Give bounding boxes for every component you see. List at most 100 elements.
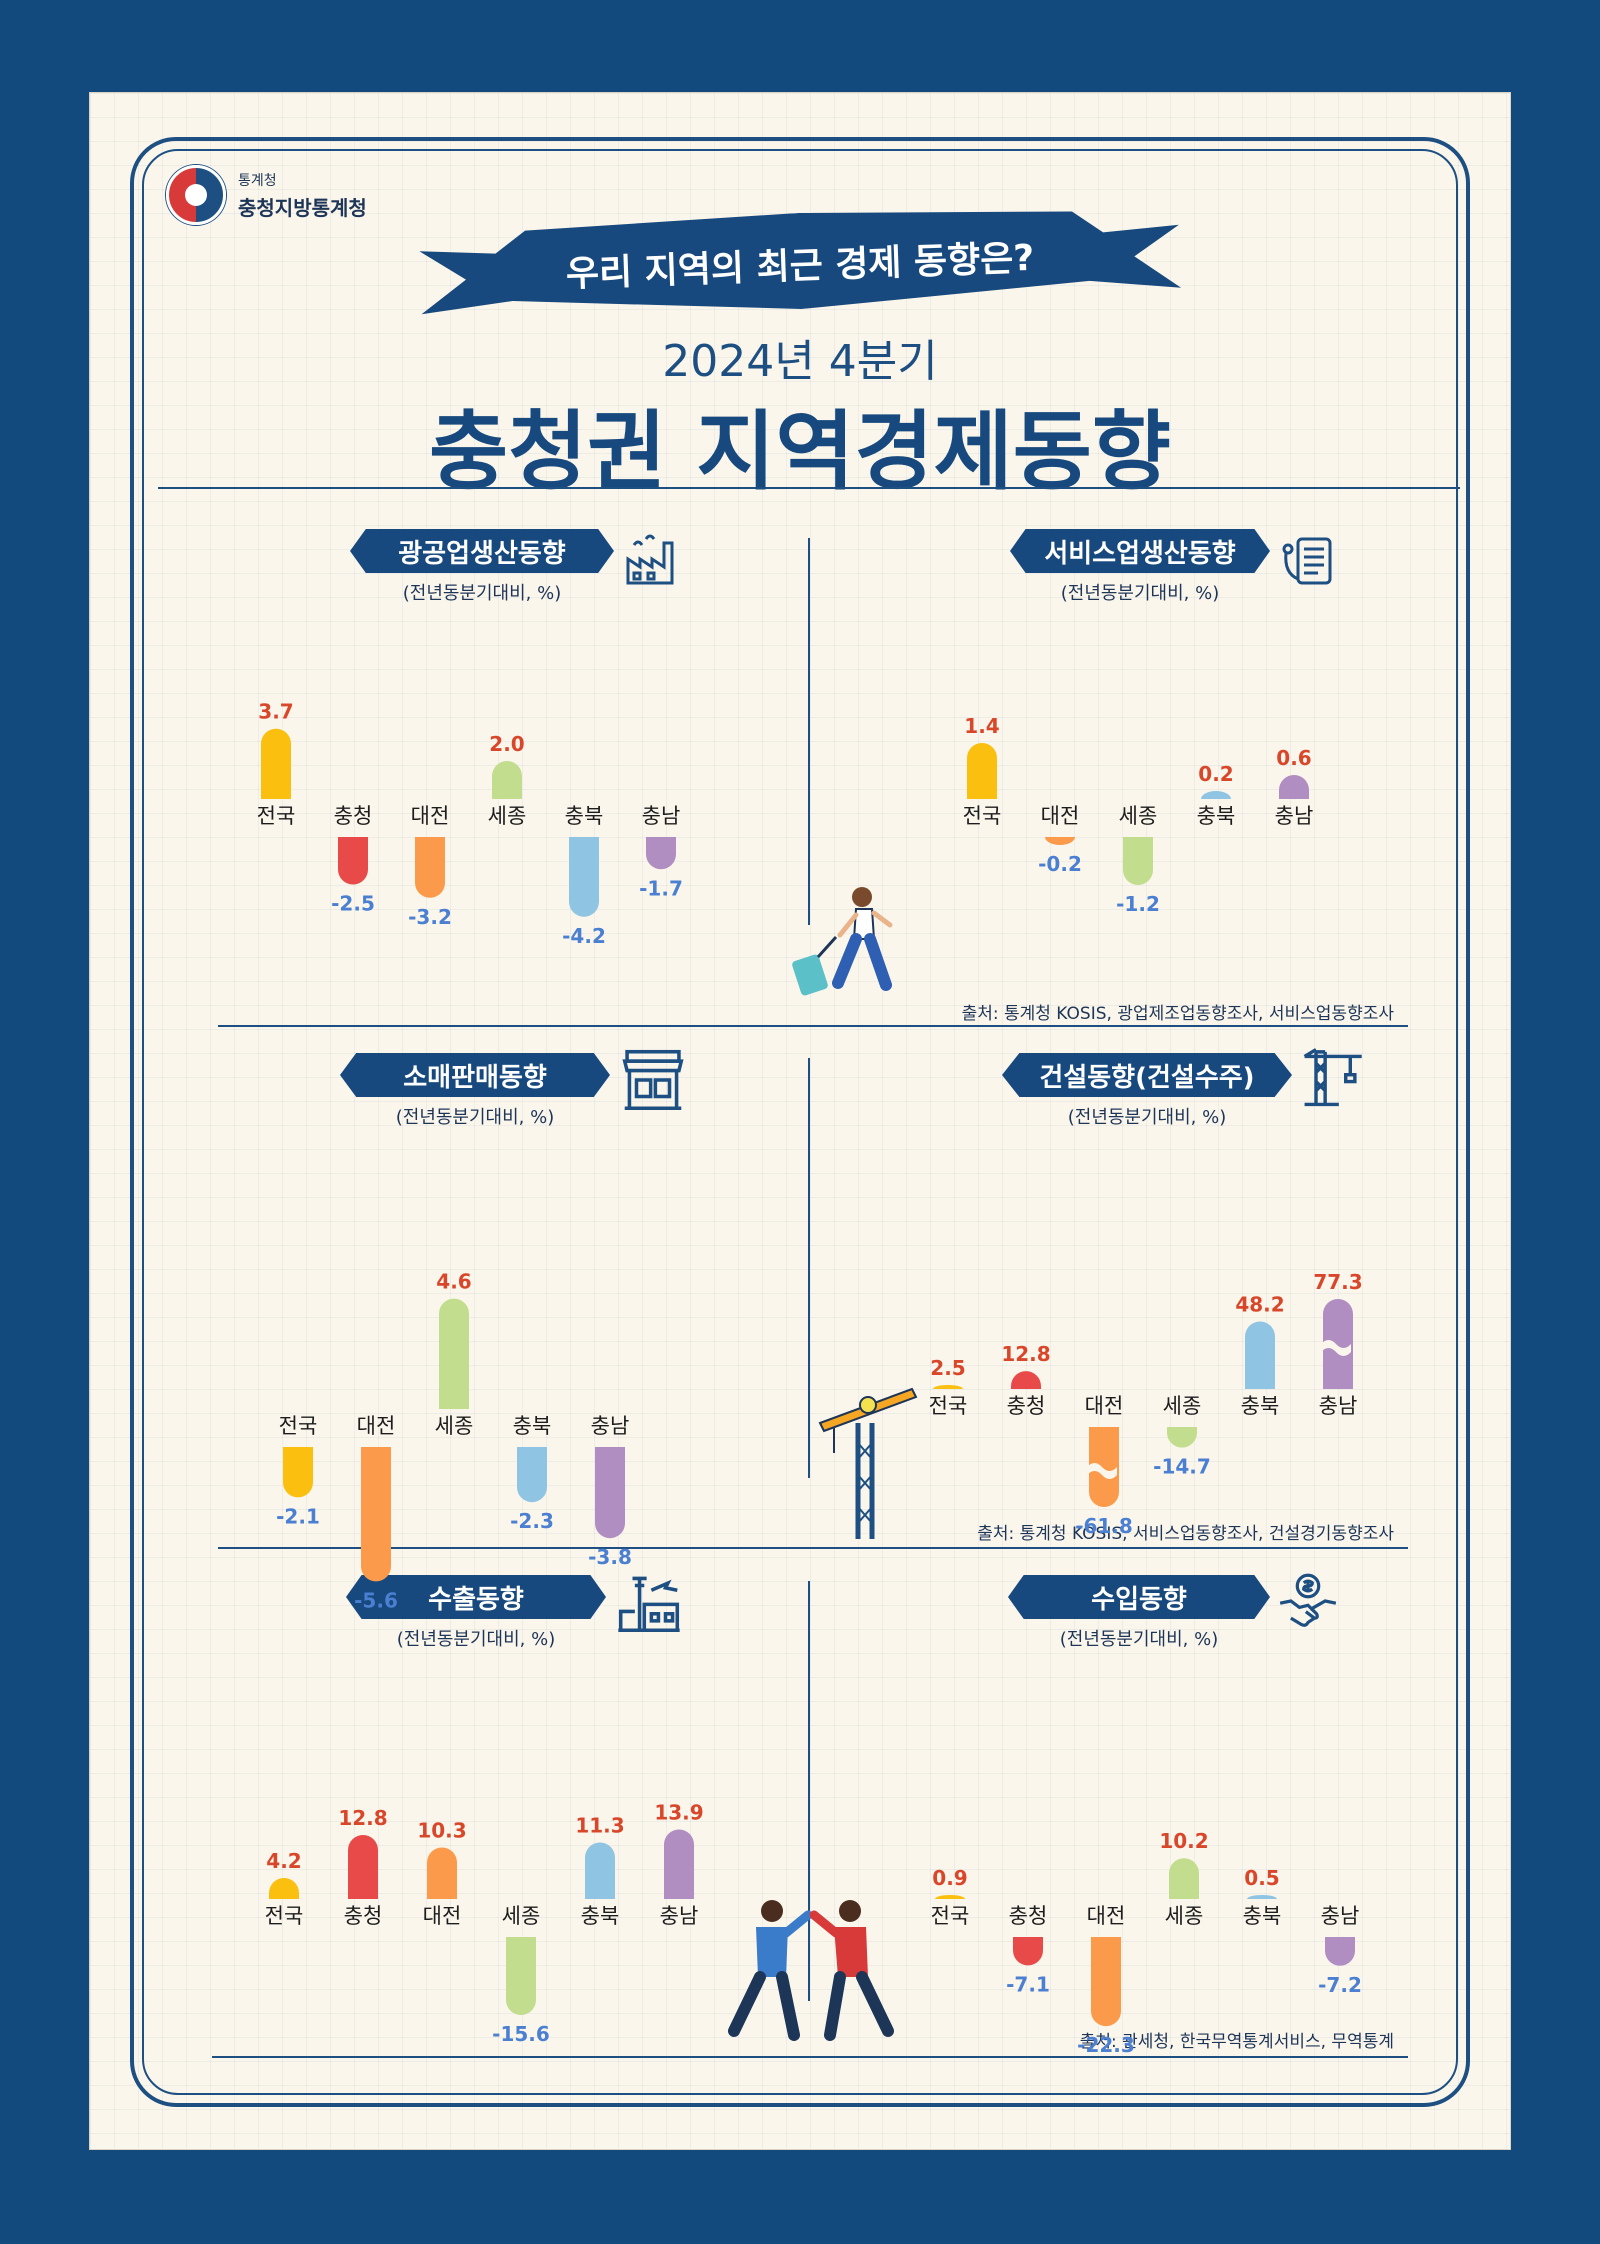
value-label-4-2: 10.3	[417, 1819, 466, 1843]
category-label-1-4: 충남	[1275, 804, 1314, 828]
bar-4-5	[664, 1829, 694, 1899]
category-label-5-5: 충남	[1321, 1904, 1360, 1928]
factory-icon	[626, 534, 674, 585]
value-label-2-0: -2.1	[276, 1504, 320, 1528]
bar-3-0	[933, 1385, 963, 1389]
bar-2-2	[439, 1298, 469, 1409]
value-label-1-0: 1.4	[964, 714, 999, 738]
value-label-5-4: 0.5	[1244, 1866, 1279, 1890]
bar-0-5	[646, 837, 676, 870]
category-label-3-4: 충북	[1241, 1394, 1280, 1418]
category-label-3-5: 충남	[1319, 1394, 1358, 1418]
taegeuk-logo-icon	[166, 165, 226, 225]
section-subtitle-construction: (전년동분기대비, %)	[1067, 1107, 1227, 1128]
bar-3-5	[1323, 1299, 1353, 1389]
bar-4-4	[585, 1842, 615, 1899]
divider-v3	[808, 1581, 810, 2001]
chart-export: 전국 4.2 충청 12.8 대전 10.3 세종 -15.6 충북 11.3 충남 13.9	[265, 1801, 704, 2047]
value-label-2-4: -3.8	[588, 1545, 632, 1569]
bar-3-1	[1011, 1371, 1041, 1389]
section-title-construction: 건설동향(건설수주)	[1002, 1053, 1292, 1097]
bar-4-0	[269, 1878, 299, 1899]
bar-0-2	[415, 837, 445, 898]
value-label-4-0: 4.2	[266, 1849, 301, 1873]
axis-break-3-2	[1087, 1463, 1117, 1479]
category-label-0-1: 충청	[334, 804, 373, 828]
value-label-2-3: -2.3	[510, 1509, 554, 1533]
chart-construction-orders: 전국 2.5 충청 12.8 대전 -61.8 세종 -14.7 충북 48.2 충남 77.3	[929, 1270, 1363, 1538]
category-label-5-1: 충청	[1009, 1904, 1048, 1928]
category-label-0-5: 충남	[642, 804, 681, 828]
bar-1-0	[967, 743, 997, 799]
source-note-3: 출처: 관세청, 한국무역통계서비스, 무역통계	[1079, 2032, 1394, 2052]
value-label-1-2: -1.2	[1116, 892, 1160, 916]
value-label-3-0: 2.5	[930, 1356, 965, 1380]
inner-frame	[142, 149, 1458, 2095]
category-label-4-0: 전국	[265, 1904, 304, 1928]
value-label-0-5: -1.7	[639, 876, 683, 900]
section-title-import: 수입동향	[1008, 1575, 1270, 1619]
value-label-4-3: -15.6	[492, 2022, 550, 2046]
category-label-2-1: 대전	[357, 1414, 396, 1438]
category-label-1-3: 충북	[1197, 804, 1236, 828]
traveler-illustration	[792, 887, 893, 996]
category-label-4-4: 충북	[581, 1904, 620, 1928]
bar-0-4	[569, 837, 599, 917]
bar-3-2	[1089, 1427, 1119, 1507]
bar-1-4	[1279, 775, 1309, 799]
handshake-money-icon	[1279, 1573, 1337, 1627]
section-title-retail: 소매판매동향	[340, 1053, 610, 1097]
value-label-3-5: 77.3	[1313, 1270, 1362, 1294]
category-label-3-0: 전국	[929, 1394, 968, 1418]
category-label-0-0: 전국	[257, 804, 296, 828]
logo: 통계청 충청지방통계청	[166, 165, 367, 225]
category-label-3-1: 충청	[1007, 1394, 1046, 1418]
category-label-5-0: 전국	[931, 1904, 970, 1928]
category-label-2-2: 세종	[435, 1414, 474, 1438]
value-label-2-1: -5.6	[354, 1588, 398, 1612]
value-label-1-3: 0.2	[1198, 762, 1233, 786]
value-label-5-5: -7.2	[1318, 1973, 1362, 1997]
divider-h1	[218, 1025, 1408, 1027]
bar-5-2	[1091, 1937, 1121, 2027]
bar-3-3	[1167, 1427, 1197, 1448]
bar-5-3	[1169, 1858, 1199, 1899]
logo-line1: 통계청	[238, 172, 277, 189]
section-subtitle-mining: (전년동분기대비, %)	[402, 583, 562, 604]
category-label-2-4: 충남	[591, 1414, 630, 1438]
category-label-5-4: 충북	[1243, 1904, 1282, 1928]
category-label-4-3: 세종	[502, 1904, 541, 1928]
value-label-3-4: 48.2	[1235, 1293, 1284, 1317]
outer-frame	[130, 137, 1470, 2107]
bar-5-5	[1325, 1937, 1355, 1966]
divider-h3	[212, 2056, 1408, 2058]
poster: 통계청 충청지방통계청 우리 지역의 최근 경제 동향은? 2024년 4분기 …	[90, 93, 1510, 2149]
value-label-3-2: -61.8	[1075, 1514, 1133, 1538]
chart-service-production: 전국 1.4 대전 -0.2 세종 -1.2 충북 0.2 충남 0.6	[963, 714, 1314, 916]
source-note-2: 출처: 통계청 KOSIS, 서비스업동향조사, 건설경기동향조사	[977, 1524, 1394, 1544]
source-note-1: 출처: 통계청 KOSIS, 광업제조업동향조사, 서비스업동향조사	[961, 1004, 1394, 1024]
section-subtitle-service: (전년동분기대비, %)	[1060, 583, 1220, 604]
title-divider	[158, 487, 1460, 489]
chart-retail-sales: 전국 -2.1 대전 -5.6 세종 4.6 충북 -2.3 충남 -3.8	[276, 1270, 632, 1613]
section-title-export: 수출동향	[346, 1575, 606, 1619]
bar-0-0	[261, 728, 291, 799]
section-subtitle-export: (전년동분기대비, %)	[396, 1629, 556, 1650]
bar-4-3	[506, 1937, 536, 2015]
service-icon	[1282, 537, 1332, 585]
logo-line2: 충청지방통계청	[238, 195, 367, 220]
page-title: 충청권 지역경제동향	[428, 402, 1172, 502]
divider-h2	[218, 1547, 1408, 1549]
value-label-0-1: -2.5	[331, 892, 375, 916]
section-title-mining: 광공업생산동향	[350, 529, 614, 573]
business-handshake-illustration	[728, 1900, 894, 2041]
value-label-3-1: 12.8	[1001, 1342, 1050, 1366]
bar-1-1	[1045, 837, 1075, 845]
value-label-4-1: 12.8	[338, 1806, 387, 1830]
value-label-5-0: 0.9	[932, 1866, 967, 1890]
bar-1-3	[1201, 791, 1231, 799]
bar-4-2	[427, 1847, 457, 1899]
section-title-service: 서비스업생산동향	[1010, 529, 1270, 573]
category-label-5-2: 대전	[1087, 1904, 1126, 1928]
value-label-4-5: 13.9	[654, 1801, 703, 1825]
